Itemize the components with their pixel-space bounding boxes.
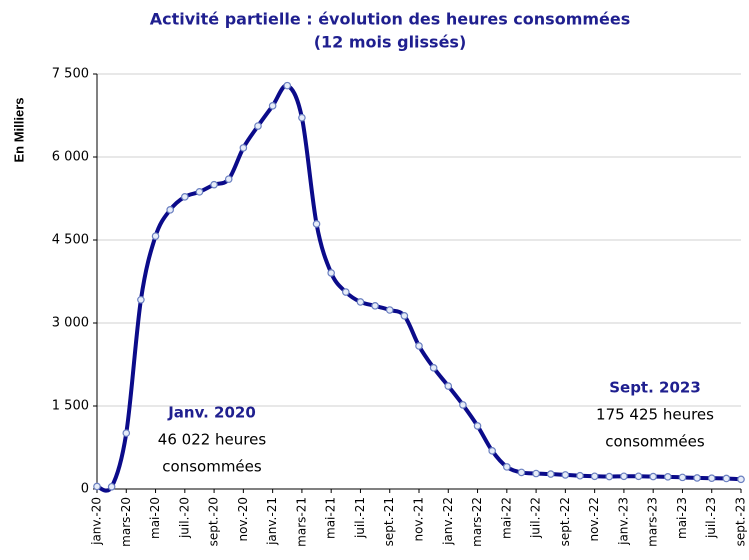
data-point bbox=[254, 122, 262, 130]
x-tick-label: sept.-20 bbox=[207, 497, 221, 546]
annotation-title: Sept. 2023 bbox=[609, 379, 701, 397]
annotation-title: Janv. 2020 bbox=[167, 404, 256, 422]
data-point bbox=[576, 471, 584, 480]
data-point bbox=[93, 482, 101, 491]
data-point bbox=[444, 382, 453, 390]
data-point bbox=[181, 193, 189, 201]
data-point bbox=[327, 269, 335, 277]
x-tick-label: mars-21 bbox=[294, 497, 308, 547]
data-point bbox=[415, 342, 423, 350]
x-tick-label: juil.-23 bbox=[704, 497, 718, 539]
data-point bbox=[620, 472, 628, 481]
annotation-text: consommées bbox=[162, 458, 262, 476]
data-point bbox=[312, 220, 321, 228]
data-point bbox=[268, 102, 277, 110]
data-point bbox=[488, 447, 496, 455]
data-point bbox=[371, 302, 379, 310]
x-tick-label: juil.-22 bbox=[529, 497, 543, 539]
data-point bbox=[590, 472, 599, 481]
chart-title: Activité partielle : évolution des heure… bbox=[150, 10, 631, 29]
data-point bbox=[605, 472, 614, 481]
data-point bbox=[517, 468, 526, 477]
y-tick-label: 6 000 bbox=[52, 150, 89, 165]
data-point bbox=[166, 206, 174, 214]
x-tick-label: sept.-23 bbox=[734, 497, 748, 546]
x-tick-label: mai-21 bbox=[324, 497, 338, 539]
data-point bbox=[283, 81, 292, 90]
x-tick-label: mars-22 bbox=[470, 497, 484, 547]
x-tick-label: janv.-20 bbox=[90, 497, 104, 546]
data-point bbox=[649, 472, 657, 481]
y-tick-label: 0 bbox=[81, 482, 89, 497]
annotation-text: consommées bbox=[605, 433, 705, 451]
x-tick-label: mai-20 bbox=[148, 497, 162, 539]
x-tick-label: juil.-21 bbox=[353, 497, 367, 539]
data-point bbox=[707, 474, 716, 483]
x-tick-label: janv.-21 bbox=[265, 497, 279, 546]
y-tick-label: 3 000 bbox=[52, 316, 89, 331]
x-tick-label: sept.-22 bbox=[558, 497, 572, 546]
data-point bbox=[693, 474, 701, 482]
data-point bbox=[737, 475, 745, 484]
data-point bbox=[224, 175, 233, 183]
x-tick-label: nov.-20 bbox=[236, 497, 250, 542]
x-tick-label: mai-23 bbox=[675, 497, 689, 539]
y-tick-label: 1 500 bbox=[52, 399, 89, 414]
x-tick-label: mai-22 bbox=[499, 497, 513, 539]
x-tick-label: mars-23 bbox=[646, 497, 660, 547]
x-tick-label: nov.-21 bbox=[412, 497, 426, 542]
x-tick-label: sept.-21 bbox=[382, 497, 396, 546]
data-point bbox=[634, 472, 643, 481]
data-point bbox=[151, 232, 160, 240]
data-point bbox=[561, 471, 570, 479]
data-point bbox=[122, 429, 131, 437]
data-point bbox=[459, 401, 467, 409]
data-point bbox=[356, 298, 365, 306]
data-point bbox=[503, 463, 511, 471]
data-point bbox=[429, 364, 438, 372]
data-point bbox=[385, 306, 394, 314]
data-point bbox=[210, 180, 218, 189]
y-tick-label: 7 500 bbox=[52, 67, 89, 82]
annotation-text: 175 425 heures bbox=[596, 406, 714, 424]
data-point bbox=[298, 113, 306, 122]
data-point bbox=[195, 188, 204, 196]
data-point bbox=[546, 470, 555, 478]
data-point bbox=[400, 312, 409, 320]
data-point bbox=[532, 469, 540, 478]
data-point bbox=[473, 422, 482, 430]
data-point bbox=[239, 144, 248, 152]
x-tick-label: juil.-20 bbox=[177, 497, 191, 539]
x-tick-label: nov.-22 bbox=[587, 497, 601, 542]
data-point bbox=[342, 288, 350, 296]
data-point bbox=[678, 473, 687, 482]
data-point bbox=[722, 474, 731, 483]
annotation-text: 46 022 heures bbox=[158, 431, 267, 449]
data-point bbox=[664, 473, 672, 481]
y-axis-label: En Milliers bbox=[11, 97, 26, 162]
x-tick-label: mars-20 bbox=[119, 497, 133, 547]
data-point bbox=[137, 295, 145, 304]
x-tick-label: janv.-22 bbox=[441, 497, 455, 546]
data-point bbox=[107, 482, 116, 491]
x-tick-label: janv.-23 bbox=[616, 497, 630, 546]
y-tick-label: 4 500 bbox=[52, 233, 89, 248]
chart-subtitle: (12 mois glissés) bbox=[314, 33, 467, 52]
